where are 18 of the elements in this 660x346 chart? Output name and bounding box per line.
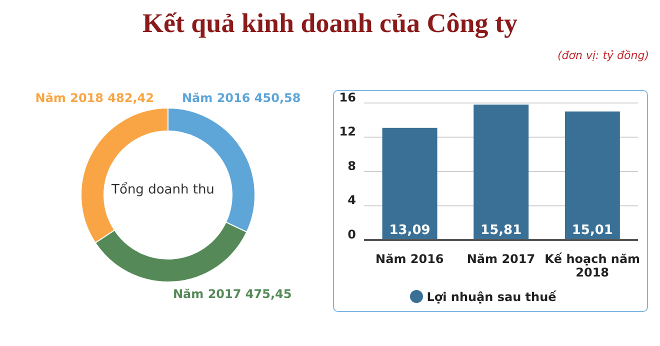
slice-label: Năm 2018 482,42 — [35, 91, 154, 105]
y-tick-label: 0 — [348, 227, 356, 242]
data-label: 13,09 — [389, 223, 430, 238]
y-tick-label: 4 — [348, 193, 356, 208]
chart-title: Kết quả kinh doanh của Công ty — [141, 8, 519, 39]
x-tick-label: Năm 2016 — [376, 252, 444, 266]
x-tick-label: Năm 2017 — [466, 252, 536, 266]
y-tick-label: 16 — [339, 90, 356, 104]
slice-label: Năm 2016 450,58 — [182, 91, 301, 105]
data-label: 15,01 — [572, 223, 613, 238]
slice-label: Năm 2017 475,45 — [173, 287, 292, 301]
data-label: 15,81 — [480, 223, 522, 238]
legend-label: Lợi nhuận sau thuế — [426, 290, 556, 304]
y-tick-label: 8 — [348, 158, 356, 173]
y-tick-label: 12 — [339, 124, 356, 139]
chart-subtitle: (đơn vị: tỷ đồng) — [557, 49, 649, 62]
text: Tổng doanh thu — [110, 182, 214, 198]
x-tick-label: Kế hoạch năm 2018 — [544, 252, 640, 280]
